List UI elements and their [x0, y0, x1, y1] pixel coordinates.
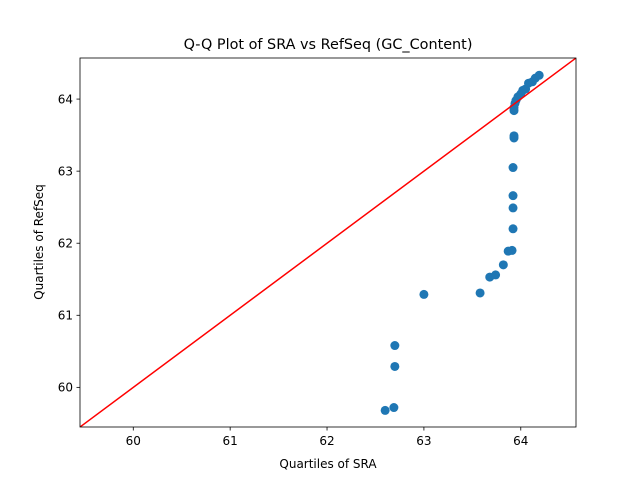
y-tick-label: 60 [58, 381, 73, 395]
data-point [419, 289, 429, 299]
x-tick-label: 63 [416, 434, 431, 448]
x-tick-label: 61 [223, 434, 238, 448]
y-tick-label: 61 [58, 308, 73, 322]
data-point [475, 288, 485, 298]
data-point [509, 131, 519, 141]
x-tick-label: 60 [126, 434, 141, 448]
x-tick-label: 62 [319, 434, 334, 448]
y-axis-label: Quartiles of RefSeq [32, 184, 46, 300]
y-tick-label: 64 [58, 92, 73, 106]
reference-line [80, 58, 576, 427]
y-tick-label: 63 [58, 164, 73, 178]
data-point [498, 260, 508, 270]
data-point [491, 270, 501, 280]
data-point [508, 203, 518, 213]
data-point [380, 405, 390, 415]
data-point [390, 341, 400, 351]
data-point [389, 403, 399, 413]
data-point [508, 191, 518, 201]
data-point [390, 361, 400, 371]
data-point [508, 163, 518, 173]
x-axis-label: Quartiles of SRA [279, 457, 377, 471]
y-tick-label: 62 [58, 236, 73, 250]
x-tick-label: 64 [513, 434, 528, 448]
data-point [508, 224, 518, 234]
data-point [534, 70, 544, 80]
data-point [507, 245, 517, 255]
data-points-group [380, 70, 544, 415]
plot-frame [79, 57, 577, 428]
chart-title: Q-Q Plot of SRA vs RefSeq (GC_Content) [184, 37, 473, 53]
